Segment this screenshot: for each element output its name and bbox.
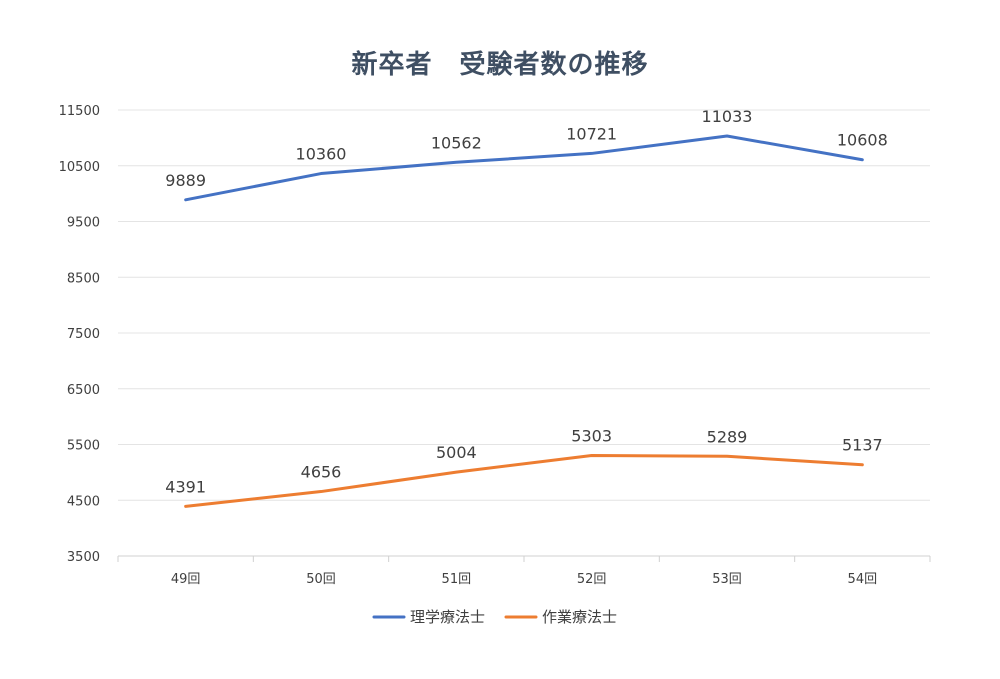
data-label: 10721 (566, 124, 617, 143)
x-tick-label: 54回 (848, 572, 878, 587)
data-label: 10360 (296, 145, 347, 164)
chart-title: 新卒者 受験者数の推移 (351, 50, 649, 80)
y-tick-label: 5500 (67, 439, 100, 454)
y-tick-label: 11500 (59, 104, 100, 119)
x-tick-label: 49回 (171, 572, 201, 587)
data-label: 4656 (301, 463, 342, 482)
series-line-2 (184, 453, 864, 508)
legend: 理学療法士 作業療法士 (372, 608, 617, 626)
data-label: 9889 (165, 171, 206, 190)
y-tick-label: 8500 (67, 271, 100, 286)
x-tick-label: 52回 (577, 572, 607, 587)
y-tick-label: 6500 (67, 383, 100, 398)
x-tick-label: 50回 (306, 572, 336, 587)
axes: 3500 4500 5500 6500 7500 8500 9500 10500 11500 49… (59, 104, 931, 587)
x-tick-label: 53回 (712, 572, 742, 587)
x-tick-label: 51回 (442, 572, 472, 587)
legend-label: 理学療法士 (410, 608, 485, 626)
data-label: 5137 (842, 436, 883, 455)
data-label: 5004 (436, 443, 477, 462)
legend-label: 作業療法士 (542, 608, 617, 626)
gridlines (118, 109, 930, 557)
y-tick-label: 4500 (67, 494, 100, 509)
series-lines (184, 134, 864, 508)
y-tick-label: 9500 (67, 216, 100, 231)
series-line-1 (184, 134, 864, 202)
data-label: 10608 (837, 131, 888, 150)
data-label: 4391 (165, 477, 206, 496)
data-labels: 9889 10360 10562 10721 11033 10608 4391 4656 500… (165, 107, 887, 496)
y-tick-label: 10500 (59, 160, 100, 175)
data-label: 5289 (707, 427, 748, 446)
data-label: 11033 (702, 107, 753, 126)
y-tick-label: 7500 (67, 327, 100, 342)
data-label: 5303 (571, 426, 612, 445)
y-tick-label: 3500 (67, 550, 100, 565)
data-label: 10562 (431, 133, 482, 152)
